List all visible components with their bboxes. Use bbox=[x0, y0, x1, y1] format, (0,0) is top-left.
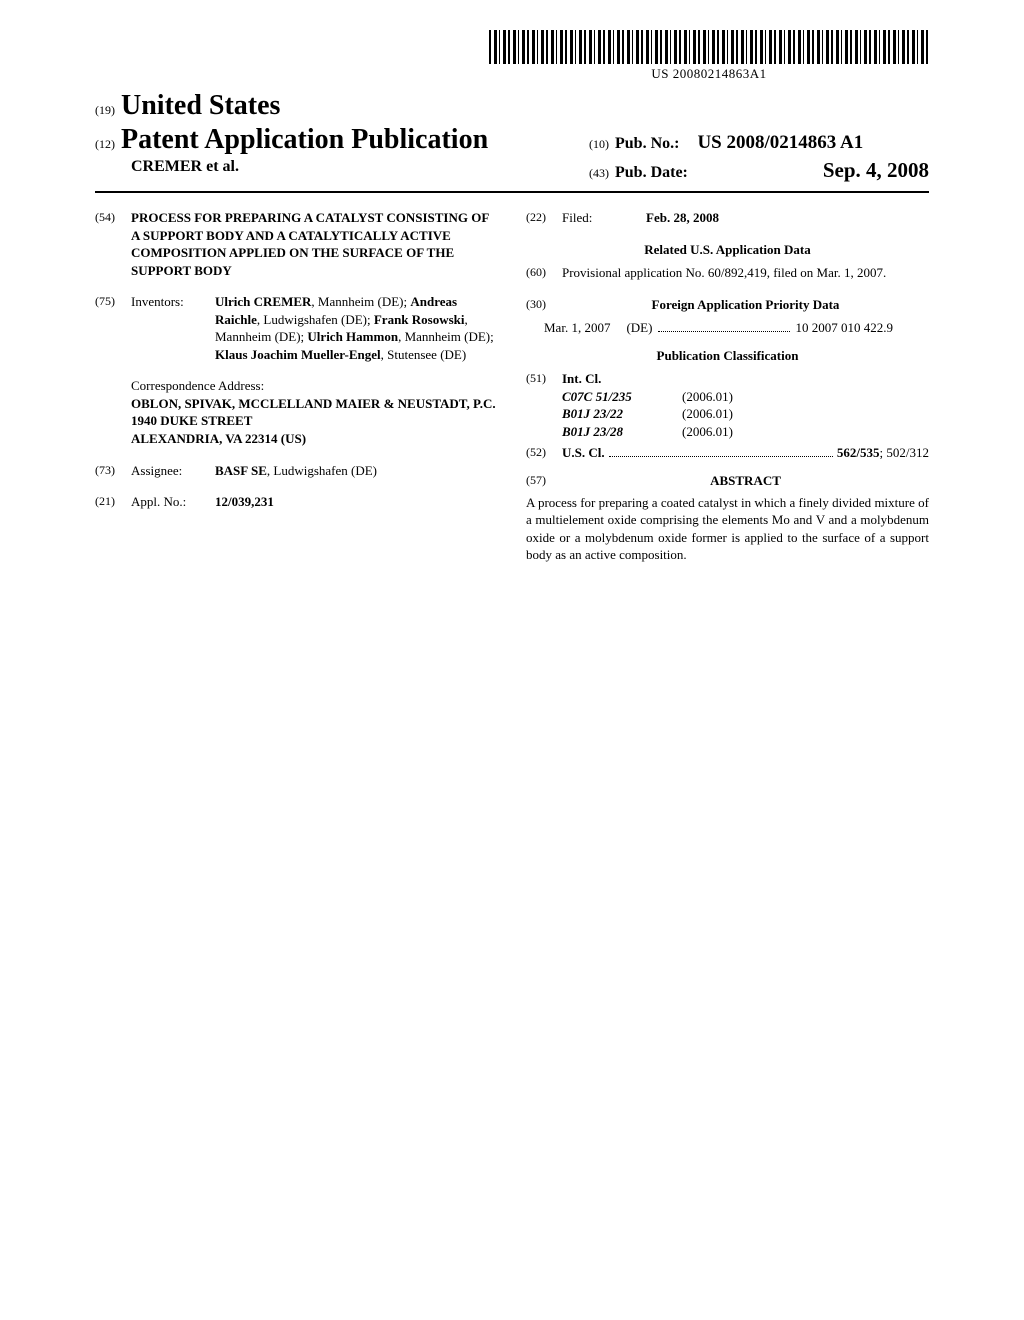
pubdate-value: Sep. 4, 2008 bbox=[823, 158, 929, 183]
code-54: (54) bbox=[95, 209, 131, 279]
code-43: (43) bbox=[589, 166, 609, 181]
uscl-bold: 562/535 bbox=[837, 445, 880, 460]
assignee-body: BASF SE, Ludwigshafen (DE) bbox=[215, 462, 498, 480]
intcl-code-2: B01J 23/28 bbox=[562, 423, 682, 441]
barcode-graphic bbox=[489, 30, 929, 64]
code-73: (73) bbox=[95, 462, 131, 480]
intcl-year-2: (2006.01) bbox=[682, 423, 772, 441]
field-provisional: (60) Provisional application No. 60/892,… bbox=[526, 264, 929, 282]
right-column: (22) Filed: Feb. 28, 2008 Related U.S. A… bbox=[526, 209, 929, 564]
intcl-code-1: B01J 23/22 bbox=[562, 405, 682, 423]
assignee-label: Assignee: bbox=[131, 462, 215, 480]
field-filed: (22) Filed: Feb. 28, 2008 bbox=[526, 209, 929, 227]
field-abstract-head: (57) ABSTRACT bbox=[526, 472, 929, 490]
code-12: (12) bbox=[95, 137, 115, 152]
related-data-head: Related U.S. Application Data bbox=[526, 241, 929, 259]
intcl-row-2: B01J 23/28 (2006.01) bbox=[562, 423, 929, 441]
uscl-value: 562/535; 502/312 bbox=[837, 444, 929, 462]
intcl-label: Int. Cl. bbox=[562, 370, 929, 388]
field-uscl: (52) U.S. Cl. 562/535; 502/312 bbox=[526, 444, 929, 462]
field-intcl: (51) Int. Cl. C07C 51/235 (2006.01) B01J… bbox=[526, 370, 929, 440]
field-applno: (21) Appl. No.: 12/039,231 bbox=[95, 493, 498, 511]
dots bbox=[609, 444, 833, 457]
correspondence-line-2: 1940 DUKE STREET bbox=[131, 412, 498, 430]
title: PROCESS FOR PREPARING A CATALYST CONSIST… bbox=[131, 209, 498, 279]
country: United States bbox=[121, 90, 280, 122]
header-right: (10) Pub. No.: US 2008/0214863 A1 (43) P… bbox=[589, 132, 929, 183]
barcode-block: US 20080214863A1 bbox=[489, 30, 929, 82]
intcl-row-1: B01J 23/22 (2006.01) bbox=[562, 405, 929, 423]
inventor-3: Frank Rosowski bbox=[374, 312, 465, 327]
pubno-value: US 2008/0214863 A1 bbox=[697, 132, 863, 154]
field-assignee: (73) Assignee: BASF SE, Ludwigshafen (DE… bbox=[95, 462, 498, 480]
provisional-text: Provisional application No. 60/892,419, … bbox=[562, 264, 929, 282]
correspondence-block: Correspondence Address: OBLON, SPIVAK, M… bbox=[131, 377, 498, 447]
field-foreign-head: (30) Foreign Application Priority Data bbox=[526, 296, 929, 314]
inventor-4: Ulrich Hammon bbox=[307, 329, 398, 344]
inventor-2-loc: , Ludwigshafen (DE); bbox=[257, 312, 374, 327]
inventor-5: Klaus Joachim Mueller-Engel bbox=[215, 347, 381, 362]
pub-classification-head: Publication Classification bbox=[526, 347, 929, 365]
correspondence-line-1: OBLON, SPIVAK, MCCLELLAND MAIER & NEUSTA… bbox=[131, 395, 498, 413]
patent-page: US 20080214863A1 (19) United States (12)… bbox=[0, 0, 1024, 1320]
header-row-country: (19) United States bbox=[95, 90, 929, 122]
intcl-year-1: (2006.01) bbox=[682, 405, 772, 423]
barcode-text: US 20080214863A1 bbox=[489, 66, 929, 82]
inventors-label: Inventors: bbox=[131, 293, 215, 363]
foreign-head: Foreign Application Priority Data bbox=[562, 296, 929, 314]
inventors-list: Ulrich CREMER, Mannheim (DE); Andreas Ra… bbox=[215, 293, 498, 363]
applno-label: Appl. No.: bbox=[131, 493, 215, 511]
header: (19) United States (12) Patent Applicati… bbox=[95, 90, 929, 183]
code-21: (21) bbox=[95, 493, 131, 511]
correspondence-label: Correspondence Address: bbox=[131, 377, 498, 395]
publication-type: Patent Application Publication bbox=[121, 124, 488, 156]
filed-label: Filed: bbox=[562, 209, 622, 227]
code-57: (57) bbox=[526, 472, 562, 490]
header-row-pubtype: (12) Patent Application Publication bbox=[95, 124, 589, 156]
code-60: (60) bbox=[526, 264, 562, 282]
field-inventors: (75) Inventors: Ulrich CREMER, Mannheim … bbox=[95, 293, 498, 363]
code-19: (19) bbox=[95, 103, 115, 118]
uscl-rest: ; 502/312 bbox=[880, 445, 929, 460]
inventor-1-loc: , Mannheim (DE); bbox=[311, 294, 410, 309]
authors-line: CREMER et al. bbox=[131, 158, 589, 176]
abstract-head: ABSTRACT bbox=[562, 472, 929, 490]
applno-value: 12/039,231 bbox=[215, 493, 498, 511]
code-75: (75) bbox=[95, 293, 131, 363]
foreign-date: Mar. 1, 2007 bbox=[544, 319, 610, 337]
uscl-body: U.S. Cl. 562/535; 502/312 bbox=[562, 444, 929, 462]
left-column: (54) PROCESS FOR PREPARING A CATALYST CO… bbox=[95, 209, 498, 564]
columns: (54) PROCESS FOR PREPARING A CATALYST CO… bbox=[95, 209, 929, 564]
code-22: (22) bbox=[526, 209, 562, 227]
intcl-year-0: (2006.01) bbox=[682, 388, 772, 406]
foreign-appno: 10 2007 010 422.9 bbox=[796, 319, 894, 337]
intcl-row-0: C07C 51/235 (2006.01) bbox=[562, 388, 929, 406]
inventor-4-loc: , Mannheim (DE); bbox=[398, 329, 494, 344]
correspondence-line-3: ALEXANDRIA, VA 22314 (US) bbox=[131, 430, 498, 448]
applno: 12/039,231 bbox=[215, 494, 274, 509]
code-51: (51) bbox=[526, 370, 562, 440]
inventor-1: Ulrich CREMER bbox=[215, 294, 311, 309]
code-52: (52) bbox=[526, 444, 562, 462]
filed-date: Feb. 28, 2008 bbox=[646, 210, 719, 225]
assignee-loc: , Ludwigshafen (DE) bbox=[267, 463, 377, 478]
pubdate-label: Pub. Date: bbox=[615, 164, 688, 182]
uscl-label: U.S. Cl. bbox=[562, 444, 605, 462]
pubdate-line: (43) Pub. Date: Sep. 4, 2008 bbox=[589, 158, 929, 183]
divider bbox=[95, 191, 929, 193]
dots bbox=[658, 320, 789, 332]
code-10: (10) bbox=[589, 137, 609, 152]
foreign-country: (DE) bbox=[626, 319, 652, 337]
pubno-label: Pub. No.: bbox=[615, 135, 679, 153]
foreign-priority-row: Mar. 1, 2007 (DE) 10 2007 010 422.9 bbox=[544, 319, 893, 337]
filed-value: Feb. 28, 2008 bbox=[622, 209, 929, 227]
inventor-5-loc: , Stutensee (DE) bbox=[381, 347, 467, 362]
abstract-text: A process for preparing a coated catalys… bbox=[526, 494, 929, 564]
code-30: (30) bbox=[526, 296, 562, 314]
intcl-code-0: C07C 51/235 bbox=[562, 388, 682, 406]
field-title: (54) PROCESS FOR PREPARING A CATALYST CO… bbox=[95, 209, 498, 279]
intcl-block: Int. Cl. C07C 51/235 (2006.01) B01J 23/2… bbox=[562, 370, 929, 440]
assignee-name: BASF SE bbox=[215, 463, 267, 478]
pubno-line: (10) Pub. No.: US 2008/0214863 A1 bbox=[589, 132, 929, 154]
